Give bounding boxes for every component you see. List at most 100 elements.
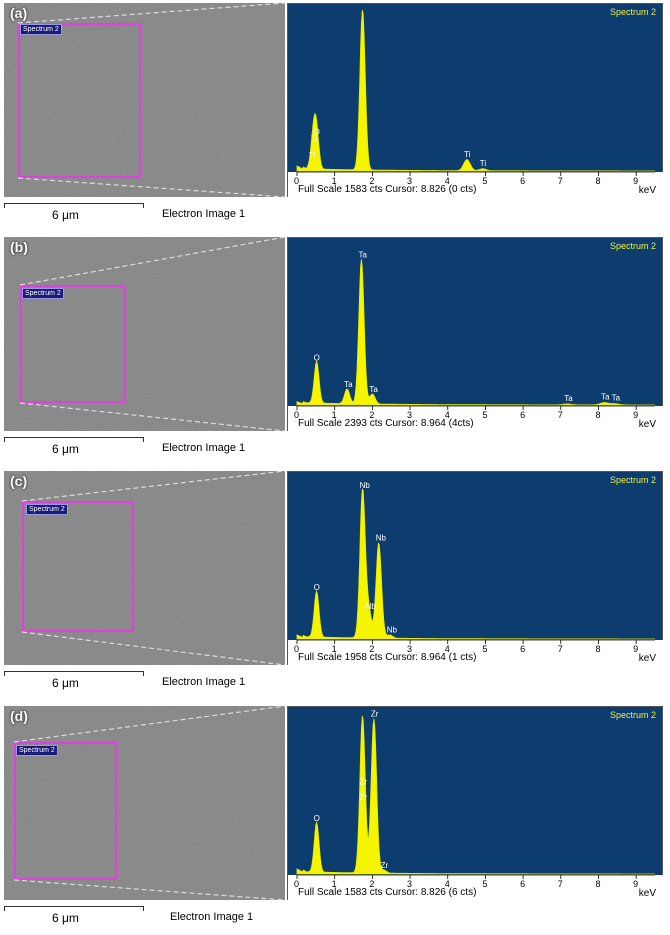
spectrum-region-label: Spectrum 2: [20, 24, 62, 35]
peak-label: O: [314, 127, 320, 136]
x-tick-label: 3: [407, 879, 412, 889]
scale-bar: [4, 203, 144, 208]
x-tick-label: 2: [369, 644, 374, 654]
peak-label: O: [314, 583, 320, 592]
x-tick-label: 3: [407, 176, 412, 186]
eds-spectrum: O Zr Zr Zr Zr 0 1 2 3 4 5 6 7 8 9 Spectrum 2 Full Scale …: [287, 706, 664, 901]
eds-spectrum: O Nb Nb Nb Nb 0 1 2 3 4 5 6 7 8 9 Spectrum 2 Full Scale …: [287, 471, 664, 666]
x-tick-label: 1: [332, 879, 337, 889]
scale-bar-label: 6 μm: [52, 676, 79, 690]
peak-label: Ta: [612, 394, 621, 403]
sem-image: Spectrum 2 (c): [4, 471, 285, 665]
figure-panel: Spectrum 2 (c) 6 μm Electron Image 1 O Nb Nb Nb…: [0, 468, 670, 700]
axis-strip: [288, 640, 664, 666]
x-tick-label: 4: [445, 879, 450, 889]
eds-spectrum: O Ta Ta Ta Ta Ta Ta 0 1 2 3 4 5 6 7 8 9 Spectrum 2 Full Sc…: [287, 237, 664, 432]
x-tick-label: 2: [369, 879, 374, 889]
x-tick-label: 1: [332, 410, 337, 420]
spectrum-title: Spectrum 2: [609, 475, 656, 485]
x-tick-label: 0: [294, 644, 299, 654]
sem-image: Spectrum 2 (d): [4, 706, 285, 900]
spectrum-region-label: Spectrum 2: [16, 745, 58, 756]
x-tick-label: 0: [294, 176, 299, 186]
peak-label: Nb: [376, 534, 387, 543]
spectrum-footer: Full Scale 1958 cts Cursor: 8.964 (1 cts…: [298, 652, 477, 663]
x-tick-label: 4: [445, 644, 450, 654]
spectrum-footer: Full Scale 1583 cts Cursor: 8.826 (6 cts…: [298, 887, 477, 898]
peak-label: Ta: [564, 394, 573, 403]
figure-panel: Spectrum 2 (a) 6 μm Electron Image 1 O Ti Ti Ti…: [0, 0, 670, 232]
x-axis-unit: keV: [638, 653, 656, 664]
x-axis-unit: keV: [638, 419, 656, 430]
x-tick-label: 1: [332, 644, 337, 654]
peak-label: Ta: [344, 380, 353, 389]
scale-bar-label: 6 μm: [52, 911, 79, 925]
panel-letter: (d): [10, 708, 28, 724]
x-tick-label: 3: [407, 410, 412, 420]
x-tick-label: 7: [558, 879, 563, 889]
spectrum-plot: O Zr Zr Zr Zr 0 1 2 3 4 5 6 7 8 9: [288, 709, 664, 901]
x-tick-label: 2: [369, 176, 374, 186]
spectrum-title: Spectrum 2: [609, 241, 656, 251]
x-tick-label: 4: [445, 176, 450, 186]
x-tick-label: 3: [407, 644, 412, 654]
figure-panel: Spectrum 2 (d) 6 μm Electron Image 1 O Zr Zr Zr…: [0, 703, 670, 935]
peak-label: Zr: [360, 793, 368, 802]
scale-bar: [4, 671, 144, 676]
x-tick-label: 6: [520, 879, 525, 889]
x-tick-label: 8: [595, 410, 600, 420]
peak-label: O: [314, 353, 320, 362]
x-tick-label: 8: [595, 176, 600, 186]
spectrum-region-label: Spectrum 2: [26, 504, 68, 515]
peak-label: Ta: [358, 250, 367, 259]
x-axis-unit: keV: [638, 888, 656, 899]
peak-label: Ti: [480, 159, 487, 168]
x-tick-label: 4: [445, 410, 450, 420]
peak-label: Ta: [601, 393, 610, 402]
x-tick-label: 8: [595, 644, 600, 654]
x-tick-label: 5: [482, 176, 487, 186]
x-tick-label: 9: [633, 644, 638, 654]
scale-bar-label: 6 μm: [52, 442, 79, 456]
peak-label: Nb: [360, 481, 371, 490]
spectrum-footer: Full Scale 1583 cts Cursor: 8.826 (0 cts…: [298, 184, 477, 195]
x-tick-label: 6: [520, 410, 525, 420]
x-tick-label: 5: [482, 410, 487, 420]
x-tick-label: 0: [294, 879, 299, 889]
peak-label: O: [314, 814, 320, 823]
x-tick-label: 1: [332, 176, 337, 186]
sem-texture: [4, 3, 285, 197]
spectrum-series: [296, 715, 655, 875]
x-tick-label: 9: [633, 176, 638, 186]
spectrum-region-box[interactable]: [22, 501, 134, 632]
panel-letter: (a): [10, 5, 28, 21]
electron-image-label: Electron Image 1: [162, 208, 246, 220]
axis-strip: [288, 406, 664, 432]
x-axis-unit: keV: [638, 185, 656, 196]
spectrum-footer: Full Scale 2393 cts Cursor: 8.964 (4cts): [298, 418, 474, 429]
x-tick-label: 8: [595, 879, 600, 889]
x-tick-label: 0: [294, 410, 299, 420]
peak-label: Ti: [311, 135, 318, 144]
sem-image: Spectrum 2 (a): [4, 3, 285, 197]
electron-image-label: Electron Image 1: [170, 911, 254, 923]
peak-label: Nb: [387, 626, 398, 635]
axis-strip: [288, 875, 664, 901]
x-tick-label: 5: [482, 644, 487, 654]
scale-bar: [4, 906, 144, 911]
x-tick-label: 7: [558, 644, 563, 654]
spectrum-region-box[interactable]: [18, 23, 141, 178]
x-tick-label: 7: [558, 176, 563, 186]
sem-image: Spectrum 2 (b): [4, 237, 285, 431]
axis-strip: [288, 172, 664, 198]
peak-label: Nb: [366, 602, 377, 611]
figure-panel: Spectrum 2 (b) 6 μm Electron Image 1 O Ta Ta Ta…: [0, 234, 670, 466]
spectrum-region-box[interactable]: [20, 285, 126, 403]
electron-image-label: Electron Image 1: [162, 442, 246, 454]
spectrum-series: [296, 488, 655, 640]
spectrum-region-box[interactable]: [14, 742, 117, 880]
peak-label: Ta: [369, 385, 378, 394]
peak-label: Ti: [309, 151, 316, 160]
